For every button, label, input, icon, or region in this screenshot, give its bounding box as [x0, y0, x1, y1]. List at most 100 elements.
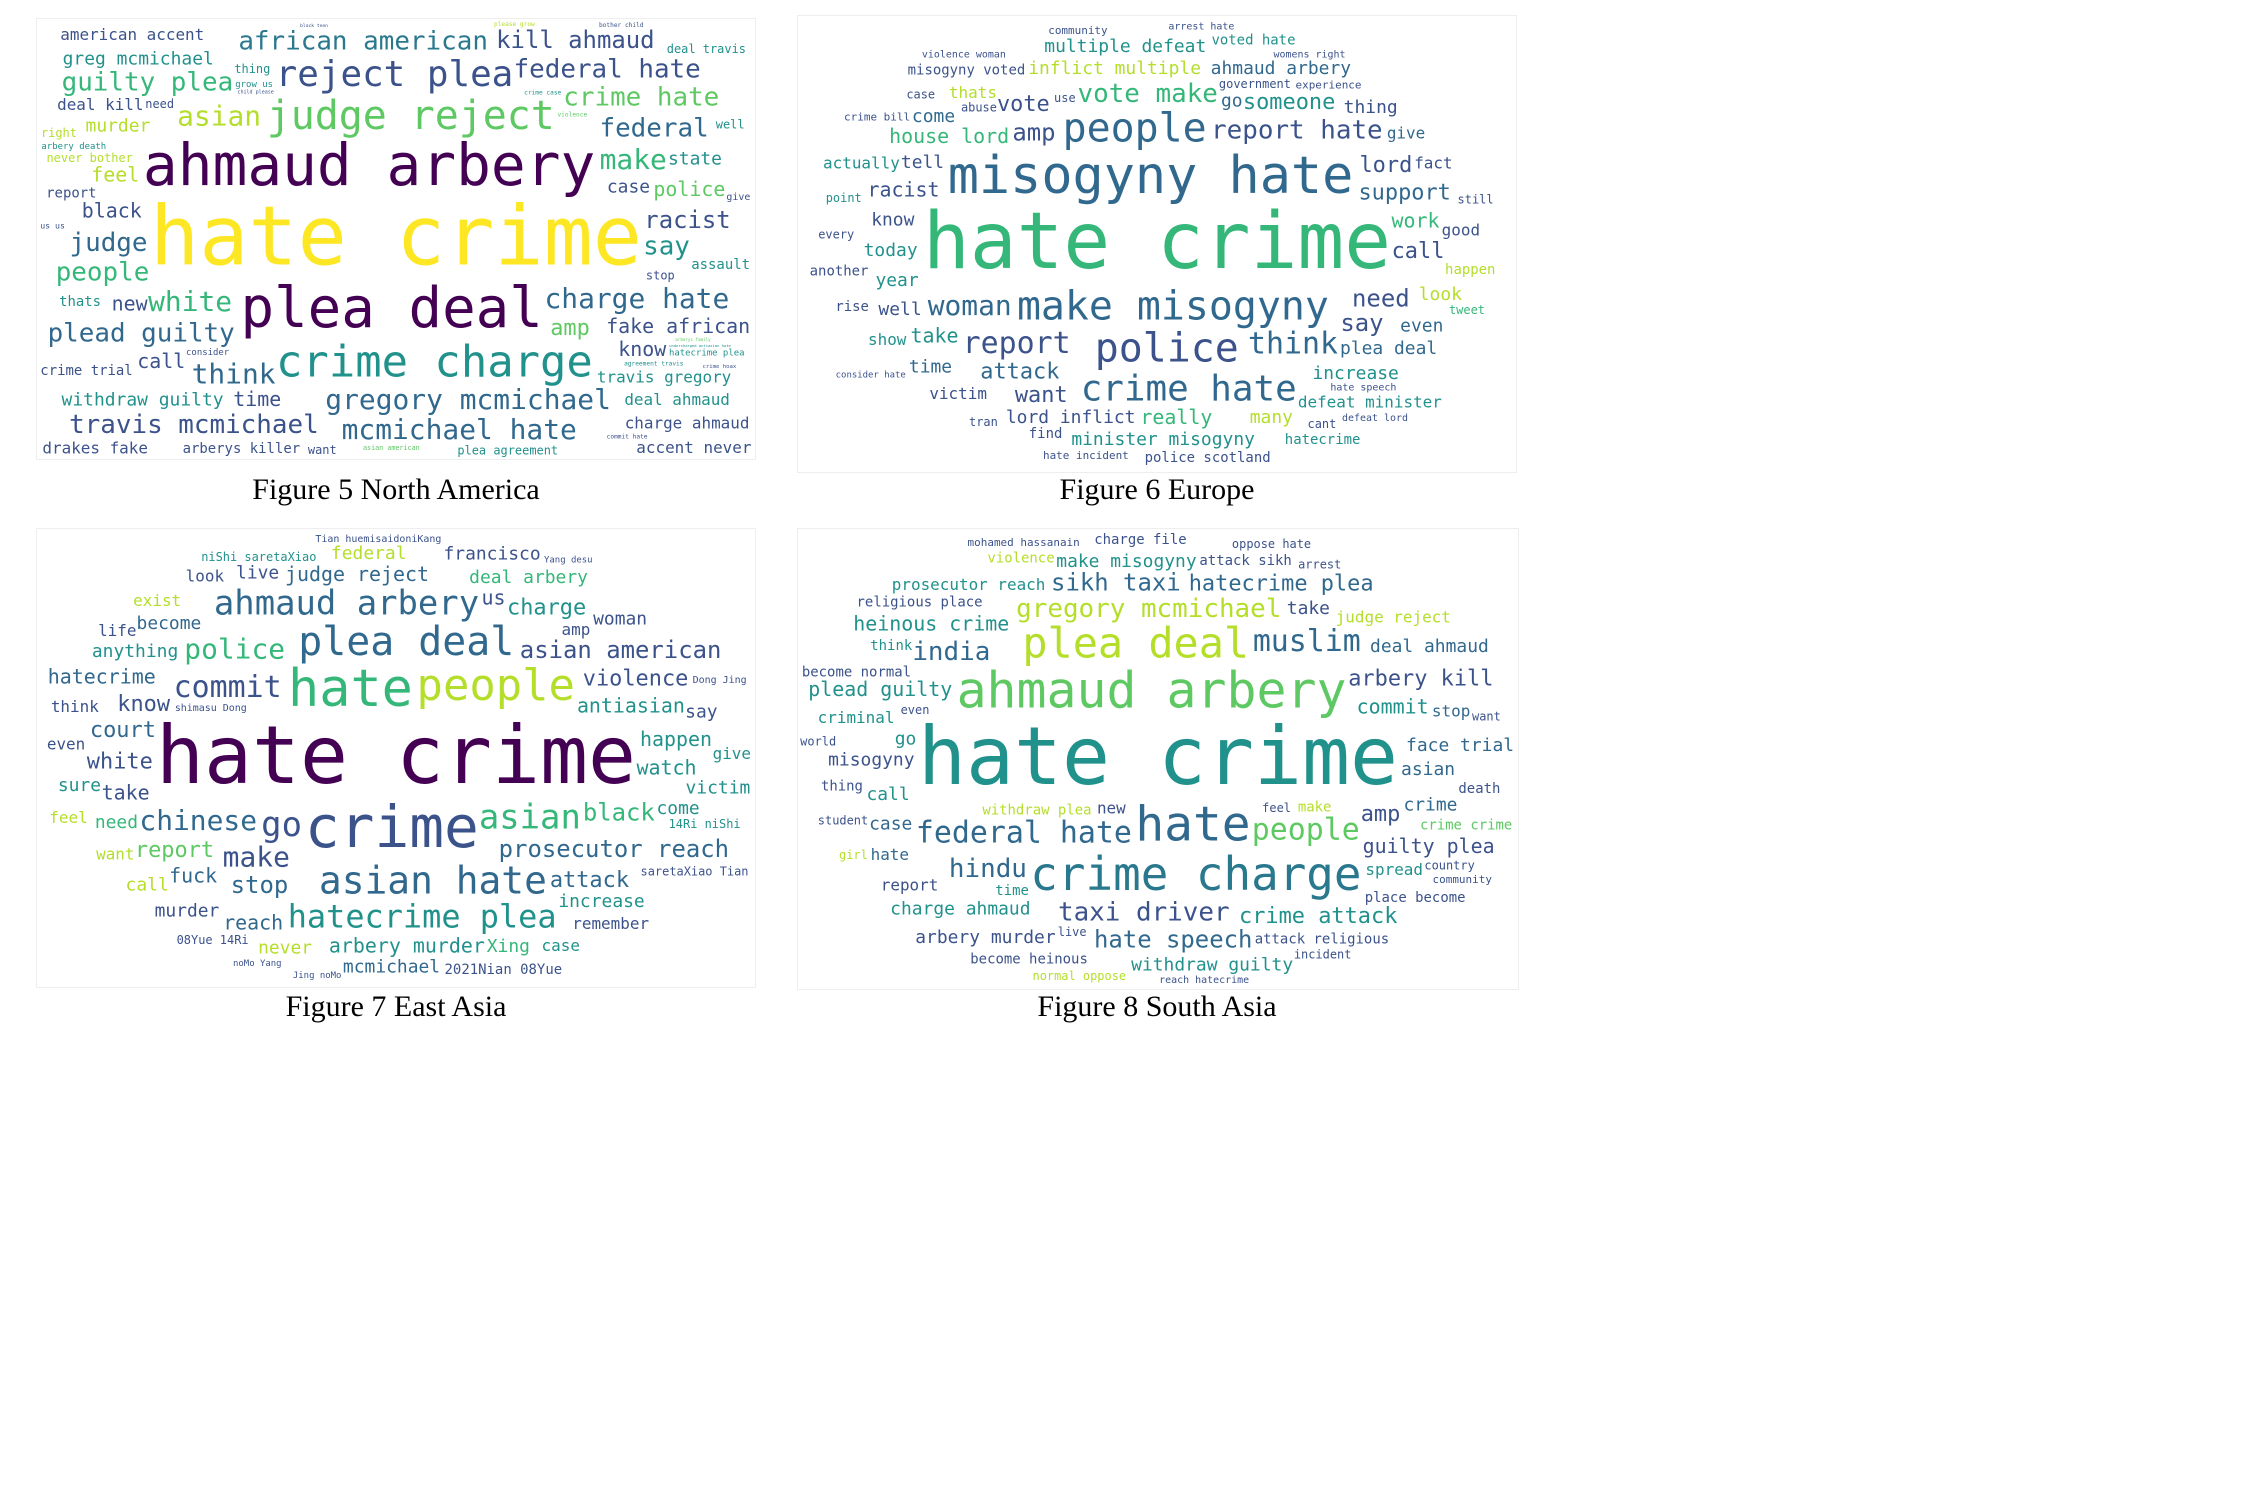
cloud-word: amp	[562, 620, 591, 639]
cloud-word: live	[236, 562, 279, 583]
cloud-word: accent never	[636, 438, 752, 457]
cloud-word: attack	[980, 359, 1059, 384]
cloud-word: fuck	[169, 864, 217, 888]
cloud-word: another	[810, 264, 869, 280]
cloud-word: state	[668, 148, 722, 169]
cloud-word: hate	[288, 659, 413, 719]
cloud-word: plea agreement	[457, 443, 558, 457]
cloud-word: crime	[305, 793, 479, 861]
cloud-word: thing	[1344, 97, 1398, 118]
cloud-word: withdraw guilty	[1131, 955, 1293, 976]
cloud-word: look	[1419, 284, 1462, 305]
cloud-word: know	[117, 692, 171, 717]
cloud-word: bother child	[599, 22, 644, 29]
cloud-word: minister misogyny	[1071, 429, 1255, 450]
cloud-word: ahmaud arbery	[1211, 58, 1352, 79]
cloud-word: want	[1015, 383, 1068, 408]
cloud-word: racist	[644, 206, 730, 234]
cloud-word: call	[137, 349, 185, 373]
cloud-word: federal	[599, 114, 708, 144]
cloud-word: womens right	[1274, 49, 1346, 60]
cloud-word: hate crime	[150, 189, 642, 284]
cloud-word: take	[911, 323, 959, 347]
cloud-word: gregory mcmichael	[1016, 594, 1281, 624]
cloud-word: thing	[821, 779, 863, 795]
cloud-word: chinese	[139, 804, 257, 837]
cloud-word: thing	[234, 62, 270, 76]
cloud-word: white	[148, 285, 232, 318]
cloud-word: prosecutor reach	[892, 575, 1046, 594]
cloud-word: defeat minister	[1298, 392, 1442, 411]
cloud-word: come	[912, 106, 955, 127]
cloud-word: 08Yue 14Ri	[177, 933, 249, 947]
figure-7-caption: Figure 7 East Asia	[285, 990, 507, 1023]
cloud-word: charge ahmaud	[890, 899, 1030, 920]
cloud-word: increase	[558, 891, 644, 912]
cloud-word: time	[233, 387, 281, 411]
cloud-word: federal hate	[514, 55, 701, 85]
cloud-word: amp	[1012, 118, 1055, 146]
cloud-word: vote	[997, 92, 1050, 117]
cloud-word: antiasian	[577, 693, 685, 717]
cloud-word: happen	[1445, 262, 1495, 278]
cloud-word: ahmaud arbery	[143, 131, 595, 199]
cloud-word: commit	[174, 670, 282, 705]
cloud-word: work	[1392, 209, 1440, 233]
word-cloud-europe: hate crime misogyny hate make misogyny poli…	[797, 15, 1517, 473]
cloud-word: niShi saretaXiao	[201, 550, 316, 564]
word-cloud-south-asia: hate crime ahmaud arbery hate crime charge p…	[797, 528, 1519, 990]
cloud-word: deal ahmaud	[624, 390, 730, 409]
cloud-word: community	[1048, 24, 1108, 37]
cloud-word: black	[583, 799, 656, 827]
cloud-word: become	[137, 613, 202, 634]
cloud-word: report hate	[1211, 116, 1383, 146]
cloud-word: attack sikh	[1199, 553, 1291, 569]
cloud-word: call	[126, 874, 169, 895]
cloud-word: even	[901, 703, 930, 717]
cloud-word: never bother	[46, 151, 132, 165]
cloud-word: Tian huemisaidoniKang	[315, 534, 441, 545]
cloud-word: inflict multiple	[1028, 58, 1201, 79]
cloud-word: people	[417, 660, 575, 711]
cloud-word: really	[1140, 405, 1212, 429]
cloud-word: asian american	[363, 444, 420, 452]
cloud-word: report	[135, 838, 214, 863]
cloud-word: tran	[969, 415, 998, 429]
cloud-word: life	[98, 621, 136, 640]
cloud-word: hate incident	[1043, 449, 1129, 462]
cloud-word: new	[1097, 798, 1126, 817]
cloud-word: government	[1219, 77, 1291, 91]
cloud-word: crime case	[524, 90, 561, 97]
cloud-word: prosecutor reach	[499, 835, 729, 863]
cloud-word: consider	[186, 348, 230, 358]
cloud-word: case	[542, 936, 580, 955]
cloud-word: increase	[1312, 363, 1398, 384]
cloud-word: want	[1472, 709, 1501, 723]
cloud-word: withdraw guilty	[62, 390, 224, 411]
cloud-word: year	[875, 270, 918, 291]
cloud-word: crime trial	[40, 363, 132, 379]
cloud-word: case	[869, 814, 912, 835]
cloud-word: even	[47, 735, 85, 754]
cloud-word: lord inflict	[1006, 407, 1136, 428]
cloud-word: call	[866, 784, 909, 805]
cloud-word: live	[1058, 925, 1087, 939]
cloud-word: asian hate	[319, 858, 547, 902]
cloud-word: death	[1458, 781, 1500, 797]
cloud-word: crime hate	[563, 82, 719, 112]
cloud-word: crime	[1403, 794, 1457, 815]
cloud-word: deal kill	[57, 95, 143, 114]
cloud-word: deal travis	[667, 42, 746, 56]
cloud-word: give	[1387, 124, 1425, 143]
cloud-word: noMo Yang	[233, 959, 282, 969]
cloud-word: vote make	[1078, 79, 1218, 109]
cloud-word: fake african	[606, 314, 750, 338]
cloud-word: become normal	[802, 665, 911, 681]
cloud-word: undercharged antiasian hate	[669, 343, 731, 348]
cloud-word: woman	[928, 289, 1012, 322]
cloud-word: attack	[550, 868, 629, 893]
cloud-word: come	[656, 798, 699, 819]
cloud-word: need	[95, 812, 138, 833]
cloud-word: deal arbery	[469, 567, 588, 588]
